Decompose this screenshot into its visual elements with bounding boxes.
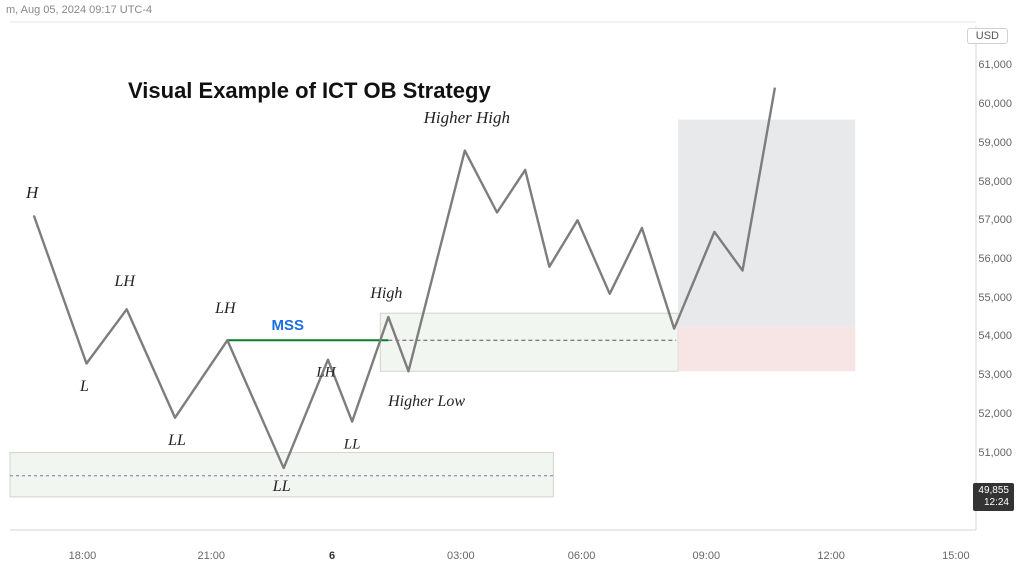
annotation-L: L bbox=[80, 378, 89, 396]
y-tick: 60,000 bbox=[978, 98, 1012, 110]
x-tick: 03:00 bbox=[447, 550, 475, 562]
target-zone bbox=[678, 120, 855, 327]
y-tick: 58,000 bbox=[978, 176, 1012, 188]
annotation-High: High bbox=[370, 285, 402, 303]
x-tick: 06:00 bbox=[568, 550, 596, 562]
timestamp-label: m, Aug 05, 2024 09:17 UTC-4 bbox=[6, 4, 152, 16]
annotation-HigherHigh: Higher High bbox=[424, 108, 510, 128]
chart-title: Visual Example of ICT OB Strategy bbox=[128, 78, 491, 104]
annotation-LL1: LL bbox=[168, 432, 186, 450]
annotation-HigherLow: Higher Low bbox=[388, 393, 465, 411]
risk-zone bbox=[678, 327, 855, 372]
annotation-LH3: LH bbox=[316, 365, 335, 382]
mss-label: MSS bbox=[271, 317, 304, 334]
x-tick: 18:00 bbox=[69, 550, 97, 562]
x-tick: 21:00 bbox=[197, 550, 225, 562]
annotation-LH2: LH bbox=[215, 300, 235, 318]
y-tick: 53,000 bbox=[978, 369, 1012, 381]
y-tick: 59,000 bbox=[978, 137, 1012, 149]
x-tick: 15:00 bbox=[942, 550, 970, 562]
chart-root: m, Aug 05, 2024 09:17 UTC-4 USD Visual E… bbox=[0, 0, 1024, 576]
x-tick: 09:00 bbox=[693, 550, 721, 562]
x-tick: 12:00 bbox=[817, 550, 845, 562]
annotation-H: H bbox=[26, 183, 38, 203]
x-tick: 6 bbox=[329, 550, 335, 562]
y-tick: 51,000 bbox=[978, 447, 1012, 459]
y-tick: 61,000 bbox=[978, 59, 1012, 71]
y-tick: 56,000 bbox=[978, 253, 1012, 265]
price-tag: 49,85512:24 bbox=[973, 483, 1014, 511]
mid-ob-zone bbox=[380, 313, 678, 371]
annotation-LL2: LL bbox=[273, 478, 291, 496]
annotation-LH1: LH bbox=[114, 273, 134, 291]
y-tick: 52,000 bbox=[978, 408, 1012, 420]
y-tick: 55,000 bbox=[978, 292, 1012, 304]
currency-badge[interactable]: USD bbox=[967, 28, 1008, 44]
y-tick: 54,000 bbox=[978, 330, 1012, 342]
y-tick: 57,000 bbox=[978, 214, 1012, 226]
annotation-LL3: LL bbox=[344, 436, 361, 453]
